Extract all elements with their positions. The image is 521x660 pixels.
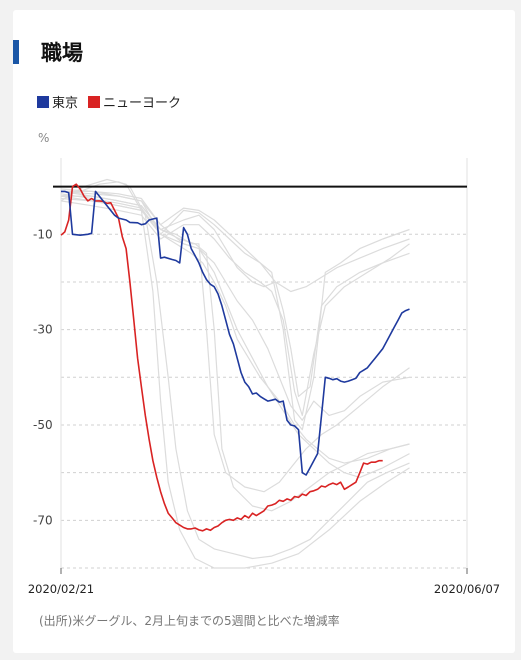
source-note: (出所)米グーグル、2月上旬までの5週間と比べた増減率 <box>39 614 340 628</box>
chart-card: 職場 東京 ニューヨーク % -10 -30 -50 -70 2020/02/21 2020… <box>13 10 515 653</box>
background-series-line <box>60 200 410 416</box>
background-series-line <box>60 181 410 560</box>
series-line-tokyo <box>61 190 410 476</box>
background-series-line <box>60 190 410 493</box>
background-series-line <box>60 193 410 431</box>
y-axis-unit-label: % <box>38 131 49 145</box>
x-tick-label-start: 2020/02/21 <box>28 582 94 596</box>
y-tick-label: -70 <box>33 513 53 527</box>
background-series-line <box>60 178 410 569</box>
legend-swatch-tokyo <box>37 95 49 108</box>
background-series-line <box>60 188 410 293</box>
y-tick-label: -30 <box>33 323 53 337</box>
y-tick-label: -50 <box>33 418 53 432</box>
series-line-newyork <box>60 183 383 532</box>
legend-item-tokyo: 東京 <box>37 92 78 111</box>
background-series-line <box>60 190 410 464</box>
legend-label-tokyo: 東京 <box>52 96 79 111</box>
line-chart: % -10 -30 -50 -70 2020/02/21 2020/06/07 <box>28 131 500 596</box>
background-series-line <box>60 195 410 397</box>
x-tick-label-end: 2020/06/07 <box>434 582 500 596</box>
y-tick-label: -10 <box>33 227 53 241</box>
legend-swatch-newyork <box>88 95 101 108</box>
background-series-line <box>60 197 410 421</box>
legend-item-newyork: ニューヨーク <box>88 92 181 111</box>
chart-title: 職場 <box>41 41 83 65</box>
legend: 東京 ニューヨーク <box>37 92 181 111</box>
title-accent-bar <box>13 40 19 64</box>
legend-label-newyork: ニューヨーク <box>103 96 182 111</box>
background-series-line <box>61 190 410 478</box>
background-series-line <box>61 195 410 512</box>
